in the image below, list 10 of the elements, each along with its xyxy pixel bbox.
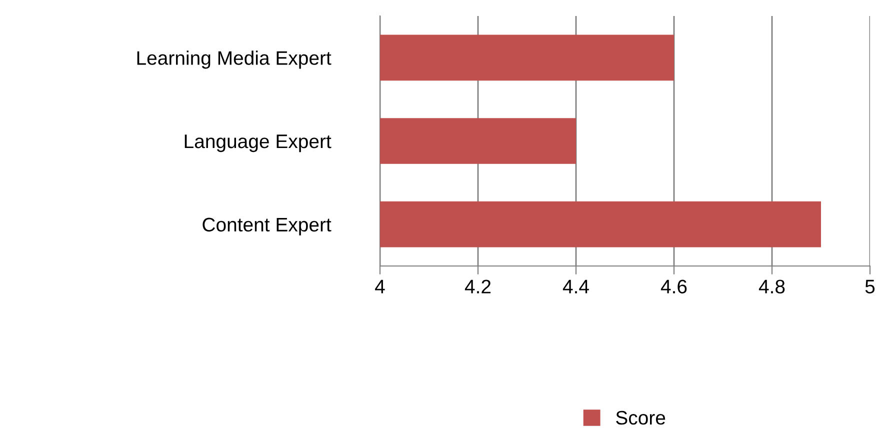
y-tick-label: Content Expert	[202, 218, 332, 236]
x-tick-label: 4.8	[758, 280, 785, 294]
x-tick-label: 4.4	[562, 280, 589, 294]
legend-label: Score	[616, 410, 666, 425]
x-tick-label: 5	[865, 280, 875, 294]
y-tick-label: Language Expert	[184, 134, 332, 152]
x-tick-label: 4	[375, 280, 385, 294]
y-tick-label: Learning Media Expert	[137, 50, 332, 69]
x-tick-label: 4.6	[660, 280, 687, 294]
x-tick-label: 4.2	[464, 280, 491, 294]
